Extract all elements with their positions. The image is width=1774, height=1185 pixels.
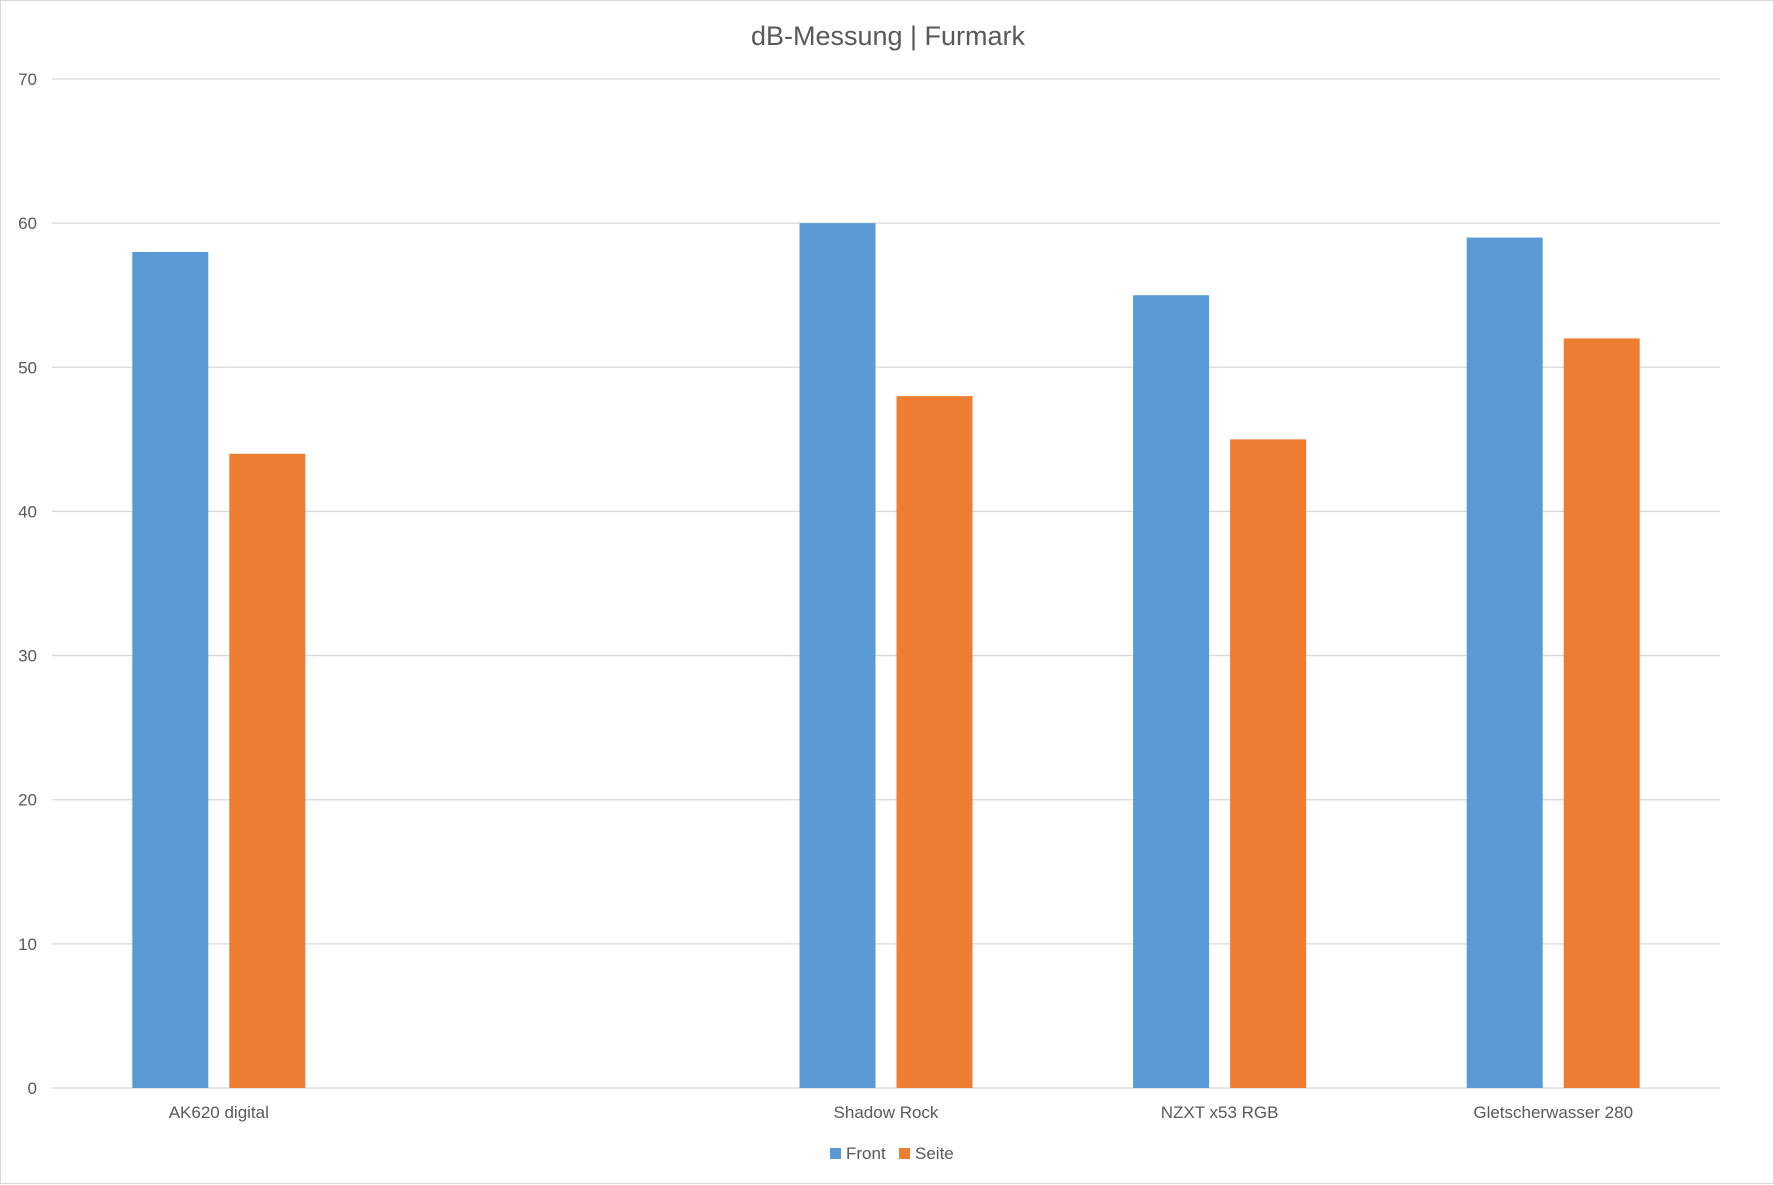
y-tick-label: 40	[18, 502, 37, 521]
bar-front-2	[799, 223, 876, 1089]
bar-seite-4	[1563, 338, 1640, 1088]
bar-front-3	[1133, 295, 1210, 1088]
gridlines	[52, 78, 1720, 1089]
y-tick-label: 30	[18, 647, 37, 666]
bar-front-0	[132, 251, 209, 1088]
x-category-label: Gletscherwasser 280	[1473, 1103, 1633, 1122]
y-tick-label: 20	[18, 791, 37, 810]
bar-front-4	[1466, 237, 1543, 1089]
y-tick-label: 10	[18, 935, 37, 954]
bar-seite-2	[896, 396, 973, 1089]
bar-seite-3	[1230, 439, 1307, 1088]
y-tick-label: 70	[18, 70, 37, 89]
legend: Front Seite	[830, 1144, 954, 1163]
bar-seite-0	[229, 453, 306, 1088]
x-category-label: AK620 digital	[169, 1103, 269, 1122]
x-category-label: Shadow Rock	[834, 1103, 939, 1122]
bars	[132, 223, 1640, 1089]
legend-label-seite: Seite	[915, 1144, 954, 1163]
chart-title: dB-Messung | Furmark	[751, 21, 1026, 51]
legend-swatch-front	[830, 1148, 841, 1159]
x-category-label: NZXT x53 RGB	[1161, 1103, 1279, 1122]
legend-swatch-seite	[899, 1148, 910, 1159]
y-tick-label: 0	[28, 1079, 37, 1098]
x-axis-category-labels: AK620 digital Shadow Rock NZXT x53 RGB Glet…	[169, 1103, 1633, 1122]
y-tick-label: 50	[18, 358, 37, 377]
y-tick-label: 60	[18, 214, 37, 233]
y-axis-tick-labels: 0 10 20 30 40 50 60 70	[18, 70, 37, 1098]
legend-label-front: Front	[846, 1144, 886, 1163]
